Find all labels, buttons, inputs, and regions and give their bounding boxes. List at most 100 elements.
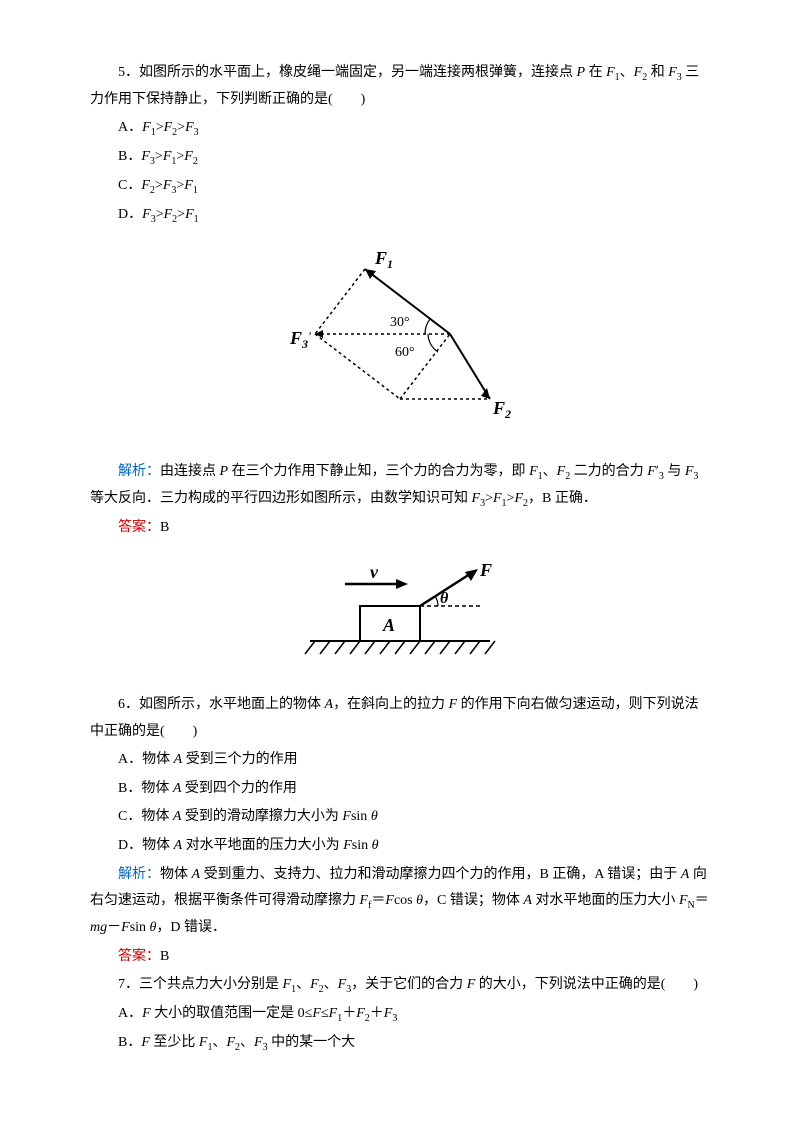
theta-label: θ bbox=[440, 590, 449, 607]
q7b-5: 中的某一个大 bbox=[271, 1035, 355, 1050]
q6-opt-c: C．物体 A 受到的滑动摩擦力大小为 Fsin θ bbox=[90, 804, 710, 831]
q7b-2: 至少比 bbox=[153, 1035, 195, 1050]
q6-e10: sin bbox=[130, 920, 146, 935]
q6-ea3: A bbox=[523, 893, 532, 908]
q6c-1: C．物体 bbox=[118, 809, 169, 824]
q5-ef3b: F bbox=[472, 491, 481, 506]
q5a-f1: F bbox=[142, 120, 151, 135]
q5-explanation: 解析：由连接点 P 在三个力作用下静止知，三个力的合力为零，即 F1、F2 二力… bbox=[90, 459, 710, 513]
block-a-label: A bbox=[382, 615, 395, 635]
q5-opt-a: A．F1>F2>F3 bbox=[90, 115, 710, 142]
force-diagram: F1 F2 F3' 30° 60° bbox=[260, 244, 540, 434]
q7a-3: ≤ bbox=[321, 1006, 329, 1021]
q5d-label: D． bbox=[118, 207, 142, 222]
q5d-f2: F bbox=[164, 207, 173, 222]
q7-t4: ，关于它们的合力 bbox=[351, 977, 463, 992]
theta-arc bbox=[435, 596, 438, 606]
q5-ans: B bbox=[160, 520, 169, 535]
q5-es2: 2 bbox=[565, 471, 570, 482]
q6-f: F bbox=[449, 697, 458, 712]
q6-e6: ，C 错误；物体 bbox=[423, 893, 520, 908]
figure-2: A v F θ bbox=[90, 556, 710, 677]
var-p: P bbox=[577, 65, 586, 80]
q6d-f: F bbox=[343, 838, 352, 853]
q6-opt-a: A．物体 A 受到三个力的作用 bbox=[90, 747, 710, 774]
var-f3: F bbox=[668, 65, 677, 80]
q7a-2: 大小的取值范围一定是 0≤ bbox=[154, 1006, 312, 1021]
q6-e8: ＝ bbox=[695, 893, 709, 908]
q7-opt-b: B．F 至少比 F1、F2、F3 中的某一个大 bbox=[90, 1030, 710, 1057]
q5-t2: 在 bbox=[589, 65, 603, 80]
q7b-f: F bbox=[141, 1035, 150, 1050]
q6-t2: ，在斜向上的拉力 bbox=[333, 697, 445, 712]
sub2: 2 bbox=[642, 72, 647, 83]
q7b-f2: F bbox=[226, 1035, 235, 1050]
q7-intro: 7．三个共点力大小分别是 bbox=[118, 977, 279, 992]
q6c-theta: θ bbox=[371, 809, 378, 824]
var-f2: F bbox=[634, 65, 643, 80]
q6-e5: cos bbox=[394, 893, 413, 908]
q6c-sin: sin bbox=[351, 809, 367, 824]
q5-e2: 在三个力作用下静止知，三个力的合力为零，即 bbox=[232, 464, 526, 479]
hatching bbox=[305, 641, 495, 654]
q5-t4: 和 bbox=[651, 65, 665, 80]
q6c-f: F bbox=[342, 809, 351, 824]
q6-a: A bbox=[325, 697, 334, 712]
q5c-s1: 1 bbox=[193, 185, 198, 196]
q6-ans: B bbox=[160, 949, 169, 964]
angle-30-label: 30° bbox=[390, 315, 410, 330]
q5c-label: C． bbox=[118, 178, 141, 193]
q6-opt-d: D．物体 A 对水平地面的压力大小为 Fsin θ bbox=[90, 833, 710, 860]
q7-text: 7．三个共点力大小分别是 F1、F2、F3，关于它们的合力 F 的大小，下列说法… bbox=[90, 972, 710, 999]
q7b-f3: F bbox=[254, 1035, 263, 1050]
angle-60 bbox=[428, 334, 438, 352]
q5a-label: A． bbox=[118, 120, 142, 135]
q7a-s3: 3 bbox=[392, 1013, 397, 1024]
q5-e3: 、 bbox=[543, 464, 557, 479]
f1-label: F1 bbox=[374, 248, 393, 271]
q5-e5: 与 bbox=[667, 464, 681, 479]
q6a-2: 受到三个力的作用 bbox=[186, 752, 298, 767]
q7a-f2: F bbox=[356, 1006, 365, 1021]
q5-opt-c: C．F2>F3>F1 bbox=[90, 173, 710, 200]
q5-efp: F bbox=[647, 464, 656, 479]
q7-t5: 的大小，下列说法中正确的是( ) bbox=[479, 977, 698, 992]
q6d-theta: θ bbox=[372, 838, 379, 853]
q6b-a: A bbox=[173, 781, 182, 796]
q6-ea1: A bbox=[192, 867, 201, 882]
q6-ans-label: 答案： bbox=[118, 949, 160, 964]
q7b-4: 、 bbox=[240, 1035, 254, 1050]
q6-exp-label: 解析： bbox=[118, 867, 160, 882]
q6-eff: F bbox=[360, 893, 369, 908]
figure-1: F1 F2 F3' 30° 60° bbox=[90, 244, 710, 445]
q6-e1: 物体 bbox=[160, 867, 188, 882]
q5a-gt2: > bbox=[177, 120, 185, 135]
q5-opt-d: D．F3>F2>F1 bbox=[90, 202, 710, 229]
q5-ef2b: F bbox=[514, 491, 523, 506]
q5a-s3: 3 bbox=[194, 127, 199, 138]
q5-answer: 答案：B bbox=[90, 515, 710, 542]
q6c-a: A bbox=[173, 809, 182, 824]
angle-60-label: 60° bbox=[395, 345, 415, 360]
q6a-1: A．物体 bbox=[118, 752, 170, 767]
q5-e4: 二力的合力 bbox=[574, 464, 644, 479]
q7-opt-a: A．F 大小的取值范围一定是 0≤F≤F1＋F2＋F3 bbox=[90, 1001, 710, 1028]
q7a-4: ＋ bbox=[342, 1006, 356, 1021]
q7a-f: F bbox=[142, 1006, 151, 1021]
q6-explanation: 解析：物体 A 受到重力、支持力、拉力和滑动摩擦力四个力的作用，B 正确，A 错… bbox=[90, 862, 710, 942]
q7-f1: F bbox=[283, 977, 292, 992]
q5-egt1: > bbox=[485, 491, 493, 506]
q7-t2: 、 bbox=[296, 977, 310, 992]
q5-esp3: 3 bbox=[659, 471, 664, 482]
q7-f: F bbox=[467, 977, 476, 992]
q6b-2: 受到四个力的作用 bbox=[185, 781, 297, 796]
q5d-f3: F bbox=[142, 207, 151, 222]
q6d-a: A bbox=[174, 838, 183, 853]
q7-f2: F bbox=[310, 977, 319, 992]
q5-e6: 等大反向．三力构成的平行四边形如图所示，由数学知识可知 bbox=[90, 491, 468, 506]
dash-top bbox=[315, 269, 365, 334]
q5a-f2: F bbox=[164, 120, 173, 135]
q5b-f2: F bbox=[184, 149, 193, 164]
q6b-1: B．物体 bbox=[118, 781, 169, 796]
q5-t3: 、 bbox=[620, 65, 634, 80]
